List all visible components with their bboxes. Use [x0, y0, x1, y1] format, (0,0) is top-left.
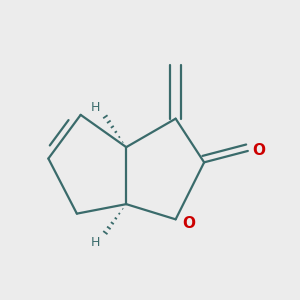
Text: O: O [182, 216, 195, 231]
Text: H: H [91, 101, 101, 114]
Text: H: H [91, 236, 101, 249]
Text: O: O [253, 143, 266, 158]
